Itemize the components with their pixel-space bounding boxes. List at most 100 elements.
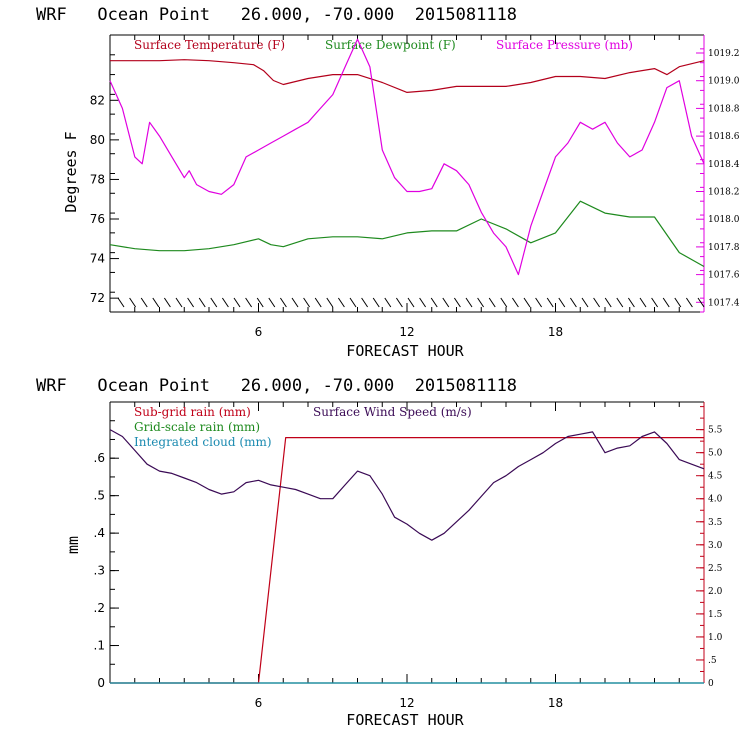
- wind-barb-mark: [349, 297, 357, 308]
- bottom-y2-tick-label: 0: [708, 679, 714, 689]
- bottom-y-tick-label: .4: [94, 526, 105, 540]
- wind-barb-mark: [697, 297, 705, 308]
- bottom-y2-tick-label: 1.5: [708, 610, 723, 620]
- wind-barb-mark: [256, 297, 264, 308]
- top-y2-tick-label: 1019.0: [708, 77, 740, 87]
- top-y-tick-label: 80: [90, 133, 105, 147]
- top-y-tick-label: 74: [90, 252, 105, 266]
- wind-barb-mark: [430, 297, 438, 308]
- wind-barb-mark: [279, 297, 287, 308]
- wind-barb-mark: [419, 297, 427, 308]
- bottom-y2-tick-label: 4.5: [708, 472, 723, 482]
- top-y2-tick-label: 1017.6: [708, 271, 740, 281]
- bottom-y-tick-label: .2: [94, 601, 105, 615]
- wind-barb-mark: [442, 297, 450, 308]
- wind-barb-mark: [639, 297, 647, 308]
- wind-barb-mark: [651, 297, 659, 308]
- top-y-tick-label: 76: [90, 212, 105, 226]
- legend-integrated-cloud: Integrated cloud (mm): [134, 435, 272, 449]
- top-series-surface-dewpoint: [109, 200, 705, 268]
- top-y2-tick-label: 1017.4: [708, 298, 740, 308]
- wind-barb-mark: [303, 297, 311, 308]
- top-x-tick-label: 12: [399, 325, 414, 339]
- bottom-y-tick-label: .5: [94, 489, 105, 503]
- wind-barb-mark: [152, 297, 160, 308]
- top-series-surface-temperature: [110, 59, 705, 94]
- wind-barb-mark: [500, 297, 508, 308]
- legend-subgrid-rain: Sub-grid rain (mm): [134, 405, 251, 419]
- bottom-x-tick-label: 12: [399, 696, 414, 710]
- wind-barb-mark: [477, 297, 485, 308]
- wind-barb-mark: [117, 297, 125, 308]
- wind-barb-mark: [163, 297, 171, 308]
- wind-barb-mark: [581, 297, 589, 308]
- bottom-y2-tick-label: 2.5: [708, 564, 723, 574]
- wind-barb-mark: [523, 297, 531, 308]
- wind-barb-mark: [198, 297, 206, 308]
- legend-surface-temperature: Surface Temperature (F): [134, 38, 285, 52]
- wind-barb-mark: [453, 297, 461, 308]
- top-y2-tick-label: 1018.4: [708, 160, 740, 170]
- top-y-tick-label: 78: [90, 172, 105, 186]
- bottom-x-tick-label: 18: [548, 696, 563, 710]
- bottom-y2-tick-label: 5.0: [708, 449, 723, 459]
- top-x-axis-label: FORECAST HOUR: [346, 342, 464, 360]
- bottom-y2-tick-label: 4.0: [708, 495, 723, 505]
- wind-barb-mark: [326, 297, 334, 308]
- bottom-y2-tick-label: 3.0: [708, 541, 723, 551]
- wind-barb-mark: [372, 297, 380, 308]
- wind-barb-mark: [384, 297, 392, 308]
- wind-barb-mark: [604, 297, 612, 308]
- top-y2-tick-label: 1018.8: [708, 104, 740, 114]
- bottom-y-tick-label: .3: [94, 564, 105, 578]
- top-chart-title: WRF Ocean Point 26.000, -70.000 20150811…: [36, 5, 517, 25]
- top-y-tick-label: 72: [90, 291, 105, 305]
- top-y2-tick-label: 1017.8: [708, 243, 740, 253]
- legend-surface-dewpoint: Surface Dewpoint (F): [325, 38, 456, 52]
- wind-barb-mark: [627, 297, 635, 308]
- bottom-chart-title: WRF Ocean Point 26.000, -70.000 20150811…: [36, 376, 517, 396]
- bottom-x-tick-label: 6: [255, 696, 263, 710]
- bottom-y2-tick-label: 5.5: [708, 426, 723, 436]
- bottom-y2-tick-label: 2.0: [708, 587, 723, 597]
- top-x-tick-label: 18: [548, 325, 563, 339]
- wind-barb-mark: [465, 297, 473, 308]
- bottom-y-tick-label: .1: [94, 639, 105, 653]
- wind-barb-mark: [268, 297, 276, 308]
- wind-barb-mark: [291, 297, 299, 308]
- wind-barb-mark: [488, 297, 496, 308]
- wind-barb-mark: [221, 297, 229, 308]
- top-y2-tick-label: 1018.0: [708, 215, 740, 225]
- wind-barb-mark: [685, 297, 693, 308]
- legend-gridscale-rain: Grid-scale rain (mm): [134, 420, 260, 434]
- bottom-y-tick-label: 0: [97, 676, 105, 690]
- wind-barb-mark: [361, 297, 369, 308]
- wind-barb-mark: [558, 297, 566, 308]
- top-y-tick-label: 82: [90, 93, 105, 107]
- bottom-series-surface-wind-speed: [109, 429, 705, 541]
- top-x-tick-label: 6: [255, 325, 263, 339]
- top-series-surface-pressure: [109, 38, 705, 276]
- wind-barb-mark: [187, 297, 195, 308]
- bottom-y2-tick-label: 3.5: [708, 518, 723, 528]
- legend-surface-pressure: Surface Pressure (mb): [496, 38, 633, 52]
- bottom-y-tick-label: .6: [94, 451, 105, 465]
- wind-barb-mark: [129, 297, 137, 308]
- bottom-y2-tick-label: 1.0: [708, 633, 723, 643]
- wind-barb-mark: [535, 297, 543, 308]
- wind-barb-mark: [569, 297, 577, 308]
- wind-barb-mark: [511, 297, 519, 308]
- legend-surface-wind-speed: Surface Wind Speed (m/s): [313, 405, 472, 419]
- top-y2-tick-label: 1018.2: [708, 188, 740, 198]
- wind-barb-mark: [662, 297, 670, 308]
- wind-barb-mark: [407, 297, 415, 308]
- wind-barb-mark: [245, 297, 253, 308]
- wind-barb-mark: [546, 297, 554, 308]
- wind-barb-mark: [140, 297, 148, 308]
- bottom-x-axis-label: FORECAST HOUR: [346, 711, 464, 729]
- wind-barb-mark: [395, 297, 403, 308]
- wind-barb-mark: [175, 297, 183, 308]
- wind-barb-mark: [674, 297, 682, 308]
- wind-barb-mark: [616, 297, 624, 308]
